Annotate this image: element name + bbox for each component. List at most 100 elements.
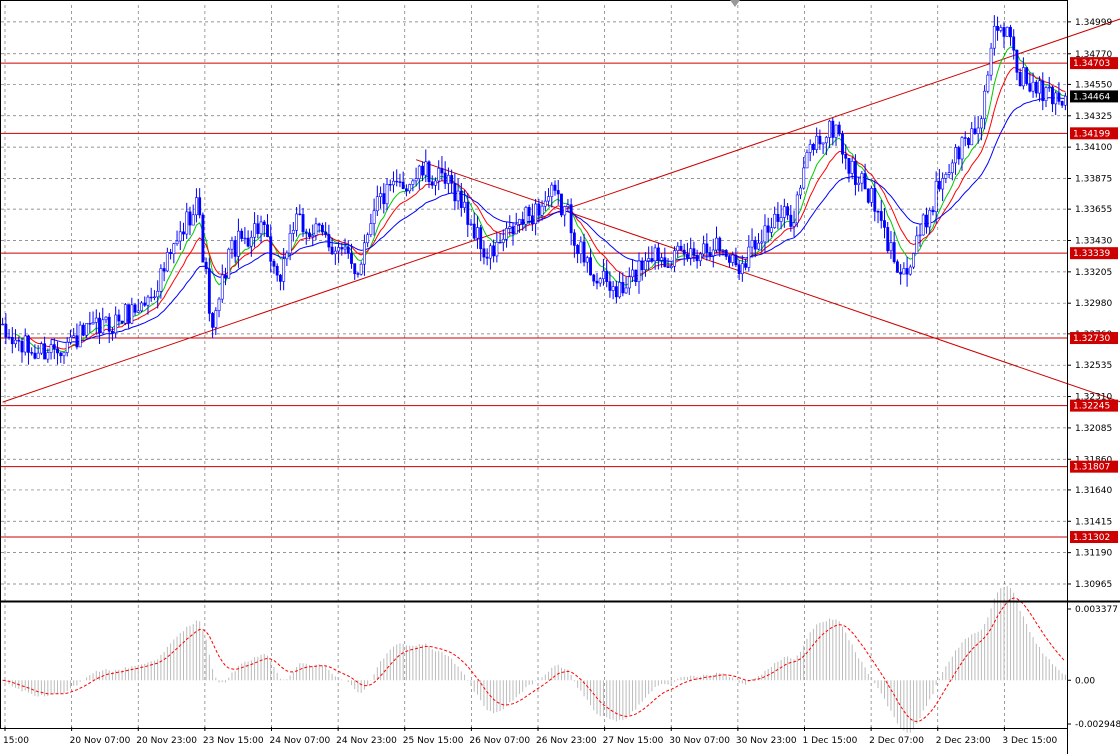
price-bar-body [262,221,266,226]
price-bar-body [72,335,76,338]
price-bar-body [521,219,525,225]
time-label: 26 Nov 23:00 [536,736,597,746]
price-bar-body [1063,95,1067,106]
price-bar-body [382,193,386,205]
price-tick-label: 1.34550 [1075,80,1112,90]
price-bar-body [62,352,66,357]
price-bar-body [172,243,176,255]
price-bar-body [1025,67,1029,84]
price-bar-body [259,221,263,235]
price-bar-body [476,227,479,239]
price-bar-body [308,232,311,238]
time-label: 2 Dec 23:00 [936,736,991,746]
price-bar-body [130,304,134,324]
price-bar-body [17,339,21,342]
price-bar-body [424,161,428,176]
price-bar-body [456,190,460,202]
level-label-box [1070,531,1118,544]
price-bar-body [883,220,886,228]
price-bar-body [550,184,554,197]
price-bar-body [327,234,331,248]
price-bar-body [10,337,14,345]
price-bar-body [992,25,996,49]
price-bar-body [188,211,192,226]
trend-line [415,159,1120,403]
time-label: 25 Nov 15:00 [403,736,464,746]
price-bar-body [841,133,844,155]
level-label: 1.32730 [1073,334,1110,344]
time-label: 2 Dec 07:00 [869,736,924,746]
time-label: 24 Nov 23:00 [336,736,397,746]
price-bar-body [285,252,289,260]
price-bar-body [1057,92,1061,102]
price-bar-body [117,314,121,322]
price-bar-body [1018,72,1022,87]
price-bar-body [540,205,544,216]
price-bar-body [976,127,980,134]
price-bar-body [111,330,114,334]
price-bar-body [899,272,903,275]
price-bar-body [931,210,935,213]
price-bar-body [253,223,257,238]
time-label: 20 Nov 23:00 [136,736,197,746]
level-labels: 1.34703 1.34199 1.33339 1.32730 1.32245 1.318… [1070,57,1118,544]
price-bar-body [631,269,634,278]
price-bar-body [127,304,131,324]
price-tick-label: 1.30965 [1075,580,1112,590]
price-bar-body [388,184,392,186]
price-bar-body [1028,83,1032,92]
price-bar-body [272,261,276,267]
price-bar-body [802,167,806,189]
price-bar-body [879,211,883,221]
price-bar-body [863,173,867,190]
price-bar-body [621,282,625,294]
oscillator-panel [2,586,1066,733]
level-label-box [1070,127,1118,140]
price-bar-body [333,250,337,255]
price-bar-body [430,181,434,186]
price-bar-body [224,274,227,279]
price-bar-body [831,120,835,138]
price-bar-body [505,228,508,240]
price-bar-body [957,147,961,160]
price-bar-body [937,180,941,190]
price-bar-body [372,210,376,224]
moving-average-line [15,46,1066,353]
price-bar-body [912,253,915,268]
price-bar-body [437,168,441,182]
price-axis: 1.34999 1.34770 1.34550 1.34325 1.34100 1.338… [1067,18,1120,730]
level-label: 1.32245 [1073,402,1110,412]
price-bar-body [485,256,489,259]
price-bar-body [576,245,580,254]
shift-marker-icon [730,0,740,7]
price-bar-body [140,302,143,312]
price-bar-body [362,242,366,265]
price-bar-body [227,248,231,279]
price-bar-body [960,137,964,160]
moving-average-line [51,97,1066,343]
price-bar-body [472,223,476,239]
price-bar-body [153,296,156,299]
price-bar-body [1015,49,1019,73]
price-bar-body [637,260,641,283]
price-bar-body [495,241,499,257]
price-bar-body [918,234,922,237]
price-bar-body [101,319,105,334]
price-bar-body [805,152,809,169]
level-label-box [1070,57,1118,70]
price-bar-body [950,162,954,173]
price-bar-body [889,242,893,252]
price-bar-body [702,243,706,255]
price-bar-body [240,230,244,239]
time-label: 24 Nov 07:00 [270,736,331,746]
price-bar-body [954,147,957,164]
horizontal-levels [1,62,1067,538]
price-bar-body [563,206,567,216]
price-bar-body [359,263,363,275]
price-bar-body [39,343,43,354]
price-bar-body [705,243,709,253]
price-bar-body [592,274,596,282]
price-bar-body [973,128,977,134]
